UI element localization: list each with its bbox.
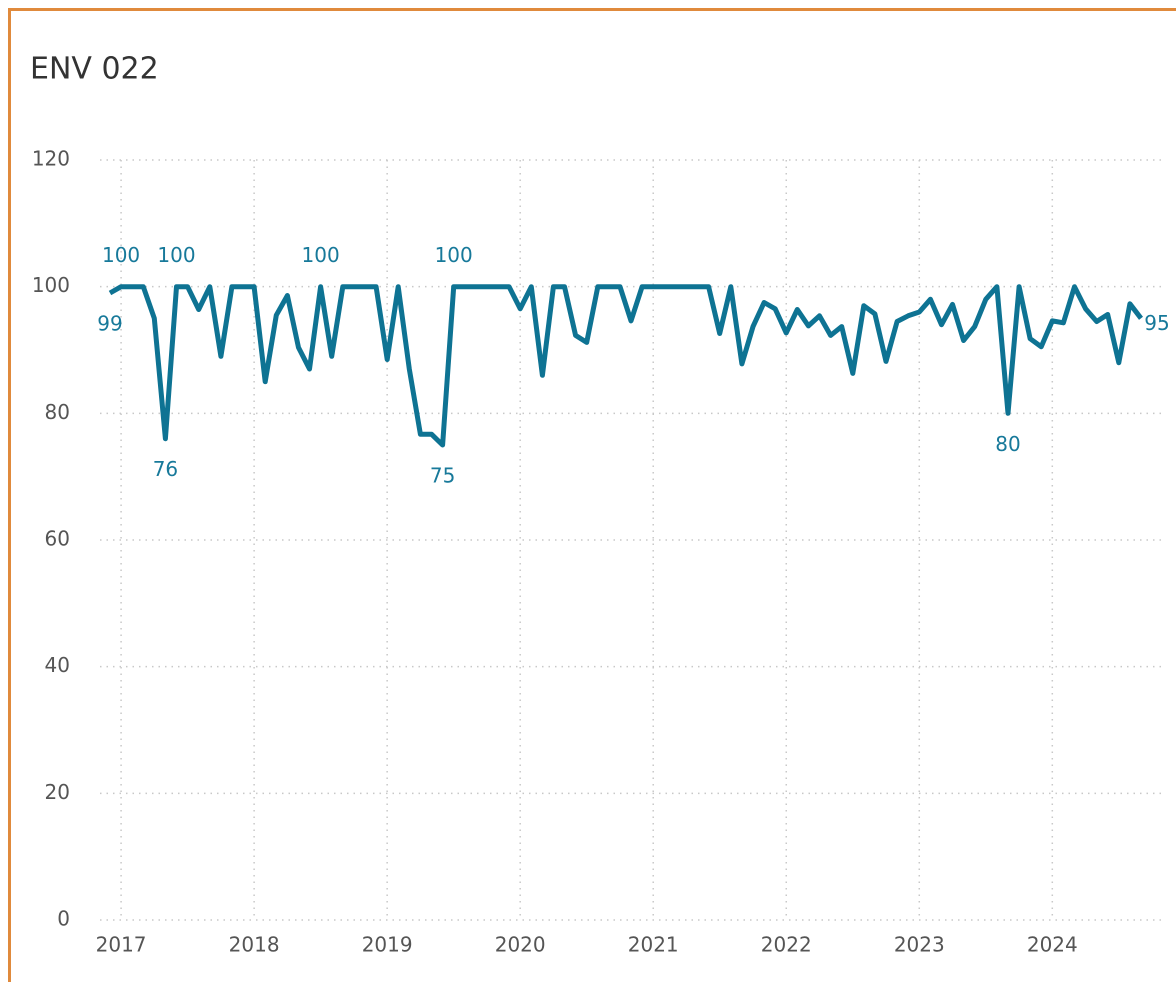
data-label: 100 — [302, 243, 340, 267]
chart-title: ENV 022 — [30, 52, 159, 87]
data-label: 76 — [153, 457, 178, 481]
y-tick-label: 40 — [45, 653, 70, 677]
x-tick-label: 2020 — [495, 933, 546, 957]
data-label: 95 — [1144, 311, 1169, 335]
x-tick-label: 2021 — [628, 933, 679, 957]
x-tick-label: 2022 — [761, 933, 812, 957]
y-tick-label: 100 — [32, 273, 70, 297]
data-label: 80 — [995, 432, 1020, 456]
line — [108, 284, 1143, 448]
x-tick-label: 2023 — [894, 933, 945, 957]
y-tick-label: 120 — [32, 147, 70, 171]
y-tick-label: 60 — [45, 527, 70, 551]
y-tick-label: 0 — [57, 907, 70, 931]
y-tick-label: 20 — [45, 780, 70, 804]
data-label: 100 — [102, 243, 140, 267]
data-label: 75 — [430, 464, 455, 488]
y-tick-label: 80 — [45, 400, 70, 424]
x-tick-label: 2019 — [362, 933, 413, 957]
data-label: 100 — [435, 243, 473, 267]
data-label: 99 — [97, 312, 122, 336]
x-tick-label: 2017 — [96, 933, 147, 957]
data-label: 100 — [157, 243, 195, 267]
frame — [8, 8, 1176, 982]
x-tick-label: 2018 — [229, 933, 280, 957]
x-tick-label: 2024 — [1027, 933, 1078, 957]
